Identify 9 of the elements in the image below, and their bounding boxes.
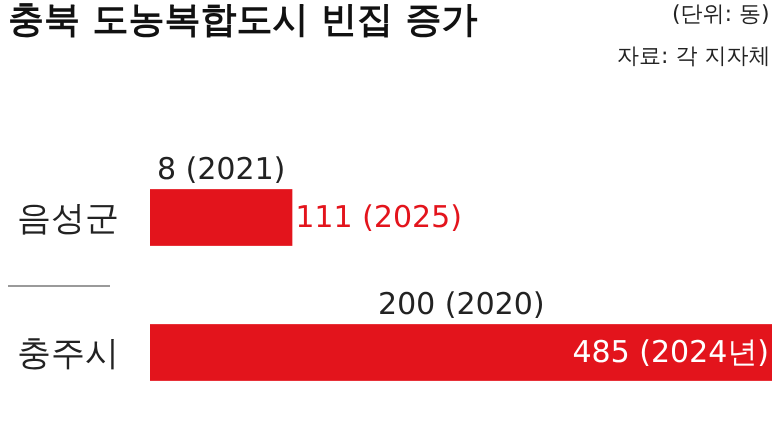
- y-tick-label: 음성군: [17, 198, 119, 238]
- annotation: 8 (2021): [157, 152, 286, 187]
- text: 자료: 각 지자체: [617, 44, 770, 69]
- data-label: 485 (2024년): [572, 335, 769, 370]
- chart-subtitle: (단위: 동): [672, 2, 770, 27]
- y-tick-label: 충주시: [17, 333, 119, 374]
- annotation: 200 (2020): [378, 287, 545, 322]
- chart-title: 충북 도농복합도시 빈집 증가: [8, 0, 478, 41]
- data-label: 111 (2025): [295, 200, 462, 235]
